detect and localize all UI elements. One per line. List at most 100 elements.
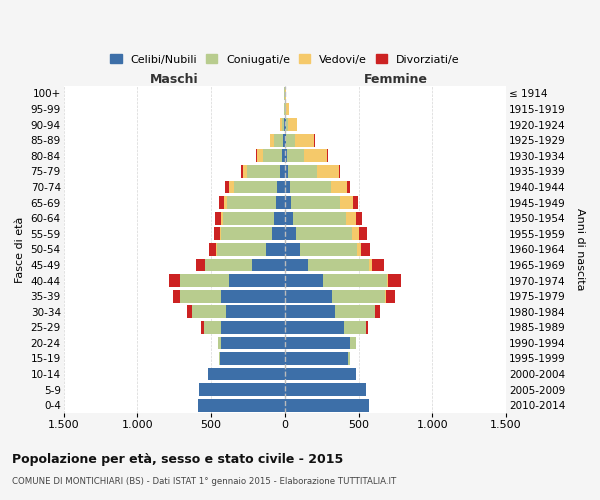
Y-axis label: Anni di nascita: Anni di nascita [575,208,585,290]
Bar [282,150,285,162]
Bar [280,165,285,178]
Bar [366,321,368,334]
Bar [284,118,285,131]
Bar [285,180,290,194]
Bar [346,212,356,224]
Bar [335,306,375,318]
Bar [285,336,350,349]
Bar [285,290,332,302]
Bar [289,118,298,131]
Bar [348,352,350,365]
Bar [169,274,180,287]
Bar [274,212,285,224]
Bar [219,196,224,209]
Bar [226,306,285,318]
Bar [263,150,282,162]
Bar [220,352,285,365]
Bar [285,321,344,334]
Bar [285,368,356,380]
Bar [234,180,277,194]
Bar [229,274,285,287]
Bar [290,180,331,194]
Bar [221,228,272,240]
Bar [180,290,221,302]
Legend: Celibi/Nubili, Coniugati/e, Vedovi/e, Divorziati/e: Celibi/Nubili, Coniugati/e, Vedovi/e, Di… [108,52,461,67]
Bar [361,243,370,256]
Text: Popolazione per età, sesso e stato civile - 2015: Popolazione per età, sesso e stato civil… [12,452,343,466]
Bar [285,165,289,178]
Bar [357,243,361,256]
Bar [350,336,356,349]
Bar [369,258,372,272]
Bar [173,290,180,302]
Bar [388,274,401,287]
Bar [285,102,286,116]
Bar [253,258,285,272]
Bar [221,212,223,224]
Bar [180,274,229,287]
Bar [277,180,285,194]
Bar [285,258,308,272]
Bar [221,336,285,349]
Bar [323,274,386,287]
Bar [385,290,386,302]
Bar [327,150,328,162]
Bar [272,228,285,240]
Bar [286,118,289,131]
Bar [205,258,253,272]
Bar [356,212,362,224]
Bar [199,384,285,396]
Text: Maschi: Maschi [150,72,199,86]
Bar [285,384,366,396]
Bar [219,352,220,365]
Bar [285,352,348,365]
Bar [285,399,369,411]
Text: Femmine: Femmine [364,72,427,86]
Bar [340,196,353,209]
Bar [229,180,234,194]
Bar [218,336,221,349]
Bar [285,196,292,209]
Bar [243,165,247,178]
Bar [304,150,327,162]
Bar [285,274,323,287]
Bar [209,243,216,256]
Bar [227,196,276,209]
Bar [214,228,220,240]
Bar [216,243,217,256]
Bar [247,165,280,178]
Bar [347,180,350,194]
Bar [293,212,346,224]
Bar [282,118,284,131]
Bar [221,321,285,334]
Bar [308,258,369,272]
Bar [276,196,285,209]
Bar [187,306,192,318]
Bar [352,228,359,240]
Bar [192,306,226,318]
Bar [198,399,285,411]
Bar [285,118,286,131]
Bar [217,243,266,256]
Bar [287,150,304,162]
Bar [292,196,340,209]
Bar [332,290,385,302]
Bar [331,180,347,194]
Bar [344,321,366,334]
Bar [203,321,221,334]
Bar [266,243,285,256]
Bar [285,212,293,224]
Bar [270,134,274,146]
Bar [202,321,203,334]
Bar [296,228,352,240]
Text: COMUNE DI MONTICHIARI (BS) - Dati ISTAT 1° gennaio 2015 - Elaborazione TUTTITALI: COMUNE DI MONTICHIARI (BS) - Dati ISTAT … [12,478,396,486]
Bar [359,228,367,240]
Bar [299,243,357,256]
Bar [225,180,229,194]
Bar [285,243,299,256]
Bar [285,306,335,318]
Bar [220,228,221,240]
Bar [386,274,388,287]
Bar [208,368,285,380]
Bar [286,134,295,146]
